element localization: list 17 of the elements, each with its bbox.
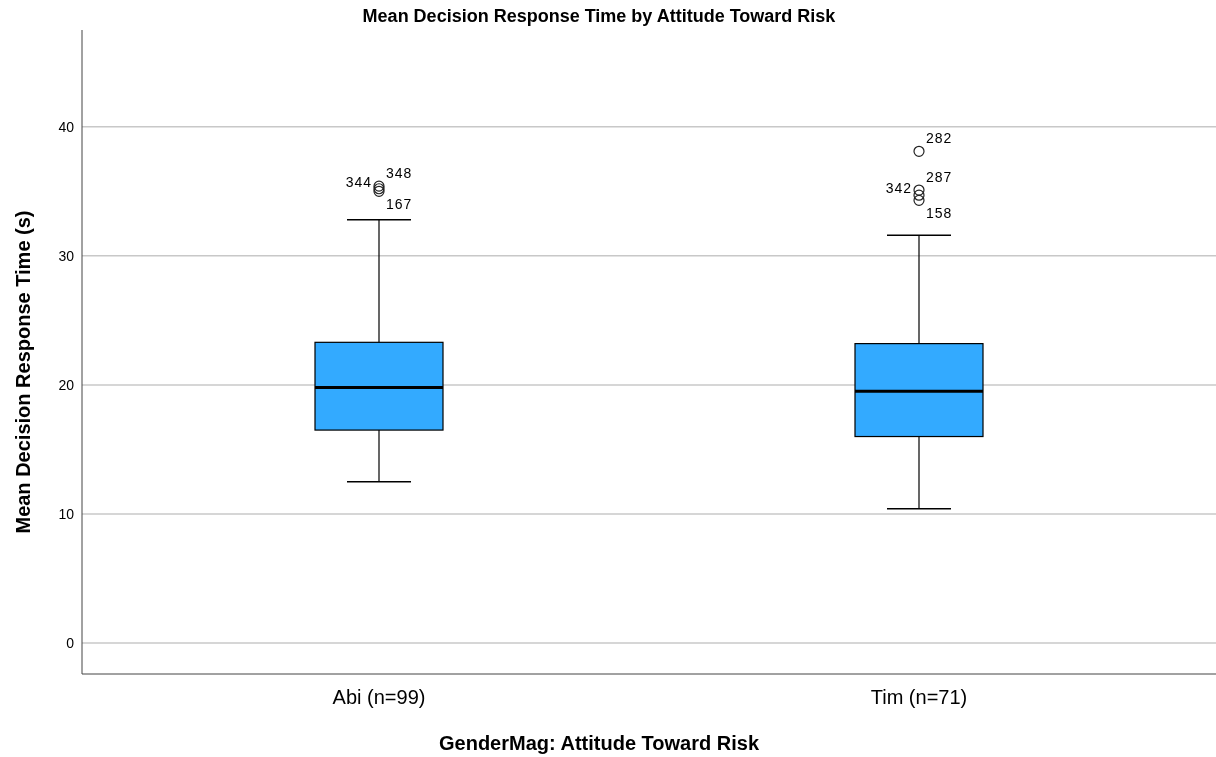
annotation: 282 <box>926 130 953 147</box>
y-tick-label: 10 <box>58 505 75 522</box>
annotation: 287 <box>926 169 953 186</box>
annotation: 344 <box>345 173 372 190</box>
x-axis-title: GenderMag: Attitude Toward Risk <box>438 732 760 754</box>
y-tick-label: 40 <box>58 118 75 135</box>
y-tick-label: 20 <box>58 376 75 393</box>
x-tick-label: Tim (n=71) <box>870 686 968 708</box>
annotation: 158 <box>926 205 953 222</box>
y-tick-label: 30 <box>58 247 75 264</box>
chart-title: Mean Decision Response Time by Attitude Toward Risk <box>362 6 837 26</box>
annotation: 342 <box>885 180 912 197</box>
y-tick-label: 0 <box>66 634 75 651</box>
y-axis-title: Mean Decision Response Time (s) <box>12 210 34 534</box>
x-tick-label: Abi (n=99) <box>332 686 426 708</box>
annotation: 348 <box>386 165 413 182</box>
annotation: 167 <box>386 196 413 213</box>
